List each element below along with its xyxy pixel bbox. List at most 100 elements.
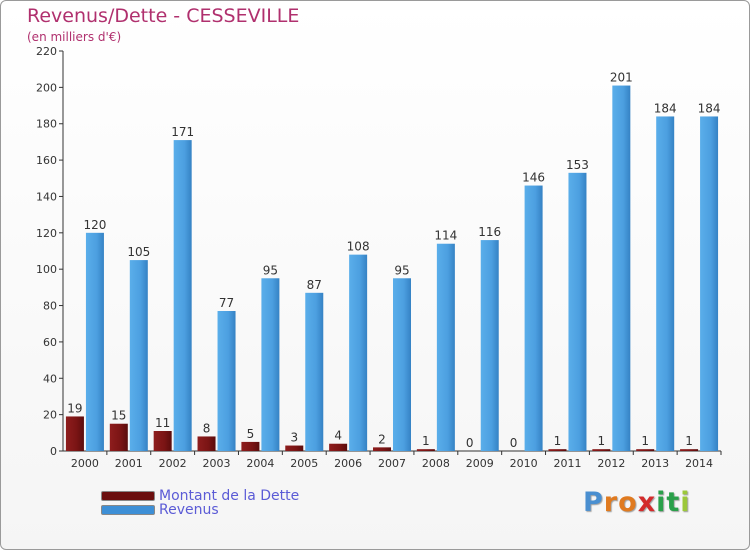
x-tick-label: 2004 [246,457,274,470]
x-tick-label: 2014 [685,457,713,470]
bar-revenus-2003 [217,311,236,451]
data-label-revenus: 171 [171,125,194,139]
bar-dette-2004 [241,441,260,451]
y-tick-label: 0 [50,445,57,458]
bar-revenus-2006 [349,254,368,451]
bar-revenus-2014 [700,116,719,452]
data-label-dette: 4 [334,429,342,443]
bar-dette-2003 [197,436,216,451]
y-tick-label: 160 [36,154,57,167]
data-label-dette: 11 [155,416,170,430]
data-label-revenus: 95 [263,263,278,277]
x-tick-label: 2011 [553,457,581,470]
logo-letter-3: x [637,487,657,518]
data-label-revenus: 108 [347,240,370,254]
data-label-revenus: 116 [478,225,501,239]
y-tick-label: 100 [36,263,57,276]
data-label-dette: 2 [378,432,386,446]
data-label-dette: 1 [554,434,562,448]
bar-revenus-2004 [261,278,280,451]
bar-dette-2006 [329,443,348,451]
bar-dette-2013 [636,449,655,451]
proxiti-logo: Proxiti [583,487,691,518]
chart-unit-label: (en milliers d'€) [27,30,122,44]
logo-letter-0: P [583,487,604,518]
bar-dette-2005 [285,445,304,451]
bar-dette-2007 [373,447,391,451]
bar-dette-2012 [592,449,611,451]
bar-revenus-2012 [612,85,631,451]
bar-dette-2014 [680,449,699,451]
bar-dette-2002 [153,431,172,451]
x-tick-label: 2008 [422,457,450,470]
x-tick-label: 2006 [334,457,362,470]
data-label-dette: 3 [290,431,298,445]
logo-letter-2: o [618,487,638,518]
data-label-dette: 5 [247,427,255,441]
data-label-dette: 0 [510,436,518,450]
y-tick-label: 20 [43,409,57,422]
bar-revenus-2000 [85,232,104,451]
x-tick-label: 2012 [597,457,625,470]
x-tick-label: 2003 [203,457,231,470]
x-tick-label: 2009 [466,457,494,470]
data-label-revenus: 120 [83,218,106,232]
bar-revenus-2005 [305,292,324,451]
data-label-dette: 19 [67,401,82,415]
y-tick-label: 180 [36,118,57,131]
legend-swatch-revenus [101,505,155,515]
y-tick-label: 120 [36,227,57,240]
x-tick-label: 2000 [71,457,99,470]
bar-dette-2011 [548,449,567,451]
x-tick-label: 2010 [510,457,538,470]
logo-letter-5: t [666,487,681,518]
legend-label-revenus: Revenus [159,502,219,518]
data-label-revenus: 184 [654,101,677,115]
x-tick-label: 2002 [159,457,187,470]
x-tick-label: 2007 [378,457,406,470]
x-tick-label: 2013 [641,457,669,470]
bar-revenus-2011 [568,172,587,451]
data-label-revenus: 77 [219,296,234,310]
x-tick-label: 2001 [115,457,143,470]
data-label-revenus: 146 [522,171,545,185]
bar-dette-2008 [416,449,435,451]
data-label-dette: 8 [203,421,211,435]
legend-swatch-dette [101,491,155,501]
data-label-revenus: 201 [610,71,633,85]
bar-revenus-2010 [524,185,543,451]
bar-revenus-2001 [129,260,148,451]
data-label-dette: 1 [598,434,606,448]
data-label-revenus: 87 [307,278,322,292]
data-label-revenus: 184 [698,101,721,115]
logo-letter-1: r [603,487,619,518]
data-label-revenus: 153 [566,158,589,172]
data-label-dette: 1 [685,434,693,448]
data-label-dette: 1 [641,434,649,448]
legend-label-dette: Montant de la Dette [159,488,300,504]
logo-letter-6: i [680,487,691,518]
y-tick-label: 140 [36,190,57,203]
data-label-revenus: 95 [394,263,409,277]
bar-revenus-2002 [173,140,192,451]
data-label-revenus: 114 [434,229,457,243]
bar-revenus-2007 [393,278,411,451]
bar-dette-2001 [109,423,128,451]
logo-letter-4: i [656,487,667,518]
y-tick-label: 80 [43,300,57,313]
chart-title: Revenus/Dette - CESSEVILLE [27,5,300,27]
y-tick-label: 200 [36,81,57,94]
bar-dette-2000 [65,416,84,451]
bar-revenus-2009 [480,240,499,451]
legend-item-dette: Montant de la Dette [101,488,300,504]
bar-revenus-2013 [656,116,675,452]
data-label-dette: 1 [422,434,430,448]
y-tick-label: 60 [43,336,57,349]
data-label-dette: 0 [466,436,474,450]
bar-revenus-2008 [436,243,455,451]
y-tick-label: 40 [43,372,57,385]
legend-item-revenus: Revenus [101,502,219,518]
data-label-dette: 15 [111,409,126,423]
